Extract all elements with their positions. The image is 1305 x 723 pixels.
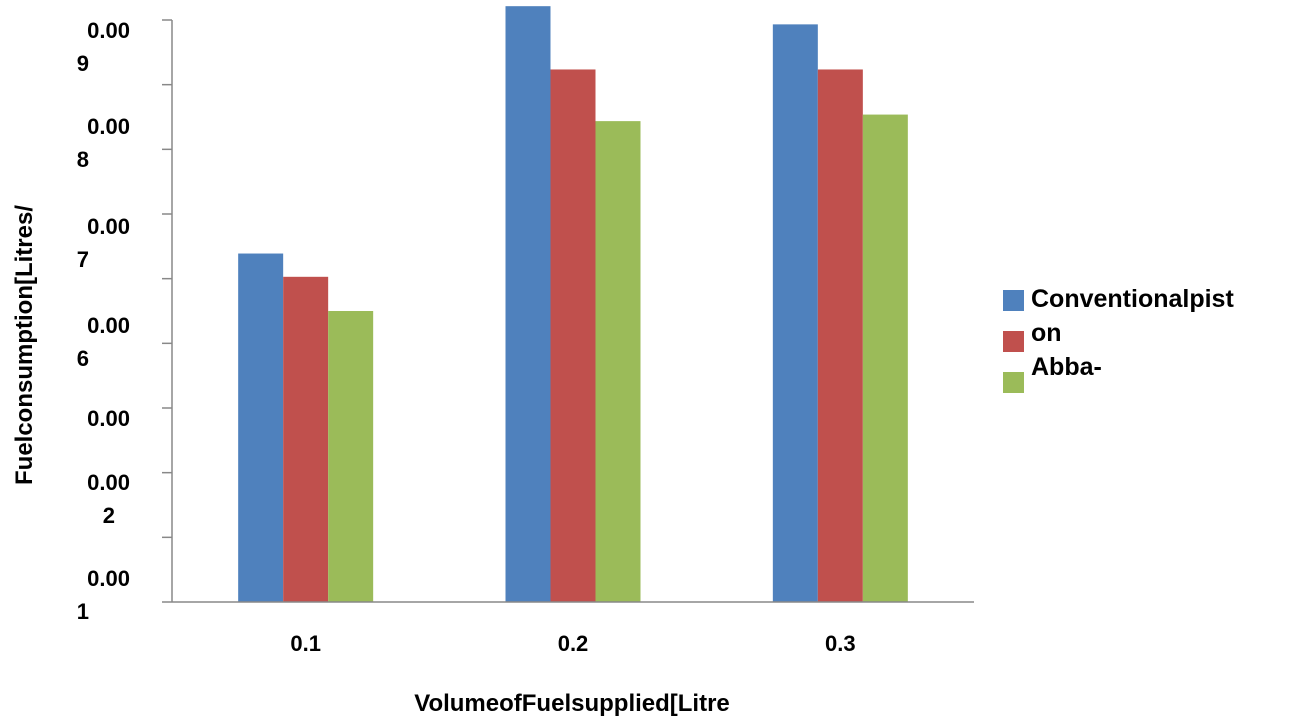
- legend-label-2: on: [1031, 319, 1062, 347]
- bar-1-0.1: [238, 253, 284, 602]
- y-axis-title: Fuelconsumption[Litres/: [11, 205, 38, 485]
- bar-3-0.2: [595, 121, 641, 602]
- legend-label-1: Conventionalpist: [1031, 285, 1234, 313]
- y-tick-label: 0.00 8: [77, 114, 130, 172]
- legend-item-2: on: [1003, 316, 1303, 352]
- legend-swatch-3: [1003, 372, 1024, 393]
- y-tick-label: 0.00 9: [77, 18, 130, 76]
- legend-label-3: Abba-: [1031, 353, 1102, 381]
- plot-area: [238, 6, 908, 603]
- x-axis-title: VolumeofFuelsupplied[Litre: [414, 690, 730, 717]
- bar-1-0.2: [505, 6, 551, 603]
- y-tick-label: 0.00 1: [77, 566, 130, 624]
- y-tick-label: 0.00 7: [77, 214, 130, 272]
- bar-3-0.3: [862, 114, 908, 602]
- y-tick-label: 0.00 6: [77, 313, 130, 371]
- bar-2-0.3: [817, 69, 863, 603]
- legend-swatch-1: [1003, 290, 1024, 311]
- bar-3-0.1: [328, 311, 374, 602]
- legend-swatch-2: [1003, 331, 1024, 352]
- legend-item-1: Conventionalpist: [1003, 282, 1303, 316]
- bar-2-0.2: [550, 69, 596, 603]
- legend: Conventionalpist on Abba-: [1003, 282, 1303, 393]
- y-tick-label: 0.00: [87, 406, 130, 431]
- x-tick-label: 0.1: [290, 631, 321, 656]
- x-tick-label: 0.2: [558, 631, 589, 656]
- bar-1-0.3: [772, 24, 818, 603]
- y-axis-ticks: 0.00 1 0.00 2 0.00 0.00 6 0.00 7 0.00 8 0.00 9: [77, 18, 172, 624]
- x-tick-label: 0.3: [825, 631, 856, 656]
- legend-item-3: Abba-: [1003, 350, 1303, 393]
- x-axis-ticks: 0.1 0.2 0.3: [290, 631, 855, 656]
- bar-2-0.1: [283, 276, 329, 602]
- y-tick-label: 0.00 2: [87, 470, 130, 528]
